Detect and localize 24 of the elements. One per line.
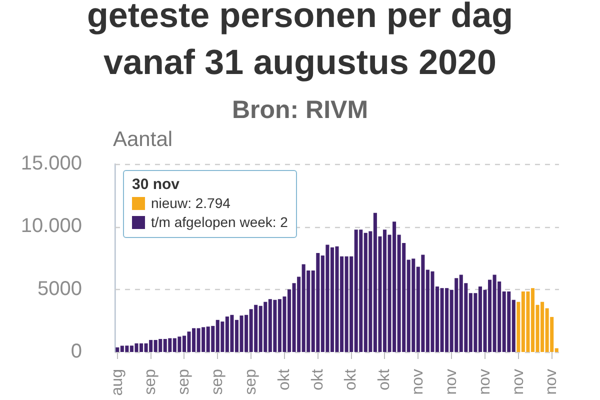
x-tick-label: nov xyxy=(476,369,494,395)
x-tick-label: sep xyxy=(209,368,226,395)
y-axis-title: Aantal xyxy=(113,128,173,152)
x-tick-label: nov xyxy=(510,369,527,395)
y-tick-label: 15.000 xyxy=(20,152,82,175)
legend-label: nieuw: 2.794 xyxy=(151,194,230,213)
x-tick-label: aug xyxy=(108,369,126,396)
y-tick-label: 5000 xyxy=(38,278,82,300)
legend-title: 30 nov xyxy=(132,175,181,194)
y-tick-label: 10.000 xyxy=(20,215,82,238)
x-tick-label: okt xyxy=(342,368,360,390)
x-tick-label: sep xyxy=(142,368,160,395)
chart-title: geteste personen per dag vanaf 31 augustus 2020 xyxy=(86,0,514,84)
x-tick-label: nov xyxy=(410,369,427,395)
x-tick-label: nov xyxy=(442,369,460,395)
x-tick-label: okt xyxy=(276,368,293,390)
text: Bron: RIVM xyxy=(230,95,370,125)
x-tick-label: sep xyxy=(242,368,260,395)
x-tick-label: okt xyxy=(309,368,326,390)
x-tick-label: sep xyxy=(176,368,193,395)
x-tick-label: nov xyxy=(543,369,560,395)
y-tick-label: 0 xyxy=(70,340,82,363)
legend-label: t/m afgelopen week: 2 xyxy=(151,213,288,232)
x-tick-label: okt xyxy=(376,368,394,390)
